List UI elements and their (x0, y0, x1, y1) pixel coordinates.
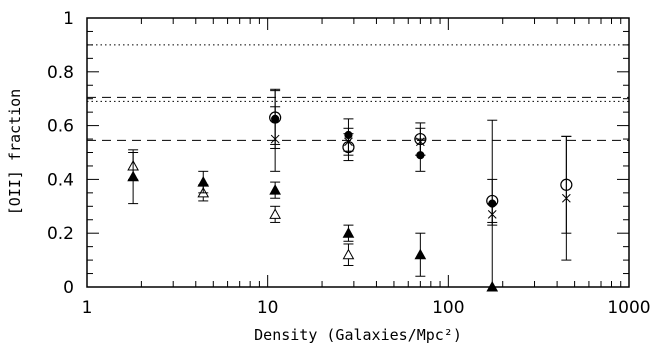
x-axis-title: Density (Galaxies/Mpc²) (254, 326, 462, 344)
plot-frame (86, 17, 630, 288)
x-tick-label: 10 (257, 298, 279, 318)
y-tick-label: 0.2 (47, 224, 74, 244)
cross-point (561, 135, 572, 261)
filled-triangle-marker (127, 170, 139, 182)
filled-triangle-marker (269, 184, 281, 195)
cross-point (487, 203, 498, 226)
open-triangle-point (269, 205, 281, 223)
y-tick-label: 0.6 (47, 117, 74, 137)
y-tick-label: 1 (63, 9, 74, 29)
open-triangle-marker (342, 248, 355, 260)
open-triangle-marker (269, 208, 281, 219)
cross-marker-stroke (487, 210, 497, 219)
x-tick-label: 1000 (607, 298, 650, 318)
tick-labels: 1 10 100 1000 0 0.2 0.4 0.6 0.8 1 (47, 9, 651, 318)
filled-triangle-point (342, 224, 355, 242)
reference-lines (87, 44, 629, 141)
cross-marker-stroke (415, 137, 425, 147)
filled-triangle-point (269, 181, 281, 199)
x-tick-label: 100 (432, 298, 464, 318)
open-triangle-point (342, 243, 355, 266)
filled-triangle-point (127, 149, 139, 205)
filled-triangle-marker (414, 248, 427, 260)
cross-point (270, 106, 281, 172)
y-tick-label: 0.4 (47, 170, 74, 190)
cross-marker-stroke (561, 193, 571, 203)
cross-marker-stroke (344, 137, 353, 147)
x-tick-label: 1 (82, 298, 93, 318)
cross-point (343, 127, 354, 156)
y-tick-label: 0.8 (47, 63, 74, 83)
cross-point (415, 127, 426, 156)
y-axis-title: [OII] fraction (6, 89, 24, 215)
axis-ticks (86, 17, 629, 288)
data-markers (127, 88, 573, 292)
cross-marker-stroke (270, 134, 280, 144)
filled-triangle-point (197, 170, 210, 194)
filled-triangle-point (414, 232, 427, 277)
y-tick-label: 0 (63, 278, 74, 298)
filled-triangle-marker (342, 227, 355, 238)
filled-triangle-marker (197, 176, 210, 187)
